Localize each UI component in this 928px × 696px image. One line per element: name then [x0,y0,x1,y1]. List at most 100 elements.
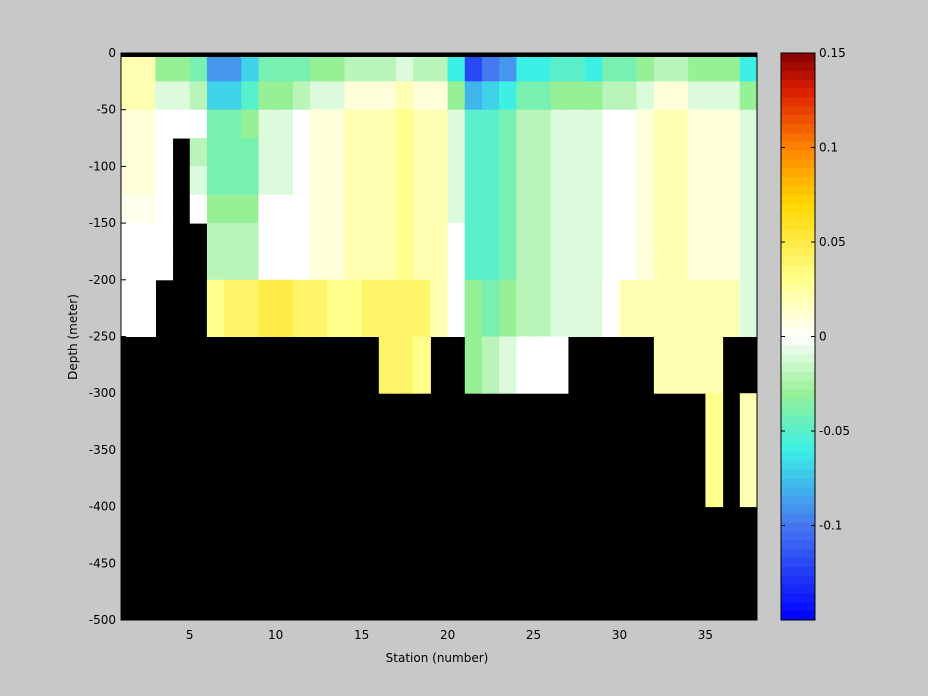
colorbar-band [781,70,815,81]
colorbar-band [781,549,815,559]
heat-cell [722,166,741,196]
heat-cell [292,81,311,111]
colorbar-band [781,185,815,196]
heat-cell [688,223,706,252]
heat-cell [447,166,466,196]
colorbar-band [781,487,815,497]
heat-cell [310,279,328,337]
heat-cell [602,109,620,139]
heat-cell [619,109,638,139]
heat-cell [344,53,363,82]
heat-cell [602,279,620,337]
colorbar-band [781,61,815,72]
colorbar-band [781,602,815,612]
heat-cell [653,336,672,394]
heat-cell [206,279,225,337]
y-tick-label: -250 [89,330,116,344]
heat-cell [430,109,449,139]
heat-cell [121,53,139,82]
heat-cell [688,336,706,394]
heat-cell [671,138,689,167]
heat-cell [602,53,620,82]
heat-cell [155,138,174,167]
heat-cell [275,53,294,82]
heat-cell [172,109,191,139]
heat-cell [258,223,277,252]
colorbar-band [781,53,815,63]
heat-cell [499,251,517,281]
heat-cell [430,53,449,82]
heat-cell [499,279,517,337]
heat-cell [361,109,380,139]
heat-cell [241,138,260,167]
heat-cell [705,81,724,111]
heat-cell [138,251,156,281]
heat-cell [361,223,380,252]
heat-cell [292,194,311,224]
heat-cell [671,336,689,394]
heat-cell [739,251,758,281]
heat-cell [413,194,431,224]
heat-cell [739,138,758,167]
heat-cell [671,109,689,139]
colorbar-axis: 0.15 0.1 0.05 0 -0.05 -0.1 [781,46,850,533]
heat-cell [138,279,156,337]
heat-cell [378,53,397,82]
heat-cell [481,251,500,281]
heat-cell [413,53,431,82]
heat-cell [258,279,277,337]
heat-cell [550,251,569,281]
heat-cell [378,251,397,281]
x-tick-label: 30 [612,628,627,642]
heat-cell [602,81,620,111]
heat-cell [327,251,345,281]
colorbar-band [781,540,815,550]
heat-cell [310,138,328,167]
colorbar-band [781,168,815,178]
heat-cell [585,166,603,196]
heat-cell [172,53,191,82]
heat-cell [464,81,483,111]
colorbar-band [781,407,815,417]
colorbar-band [781,469,815,479]
heat-cell [447,223,466,252]
heat-cell [241,53,260,82]
heat-cell [739,223,758,252]
heat-cell [121,138,139,167]
heat-cell [430,279,449,337]
heat-cell [344,223,363,252]
heat-cell [705,336,724,394]
heat-cell [722,251,741,281]
heat-cell [327,166,345,196]
heat-cell [671,251,689,281]
heat-cell [189,166,208,196]
heat-cell [499,336,517,394]
heat-cell [206,251,225,281]
heat-cell [138,194,156,224]
heat-cell [292,53,311,82]
heat-cell [533,223,552,252]
heat-cell [567,81,586,111]
heat-cell [481,336,500,394]
heat-cell [275,279,294,337]
heat-cell [430,138,449,167]
heat-cell [567,279,586,337]
heat-cell [310,109,328,139]
heat-cell [396,336,414,394]
heat-cell [275,166,294,196]
heat-cell [447,194,466,224]
heat-cell [378,194,397,224]
colorbar-band [781,132,815,143]
heat-cell [636,279,655,337]
colorbar-band [781,478,815,488]
heat-cell [533,138,552,167]
heat-cell [396,138,414,167]
y-tick-label: -200 [89,273,116,287]
x-tick-label: 35 [698,628,713,642]
colorbar-band [781,265,815,275]
heat-cell [344,194,363,224]
y-axis-label: Depth (meter) [66,294,80,380]
heat-cell [722,109,741,139]
colorbar-band [781,274,815,284]
heat-cell [619,194,638,224]
